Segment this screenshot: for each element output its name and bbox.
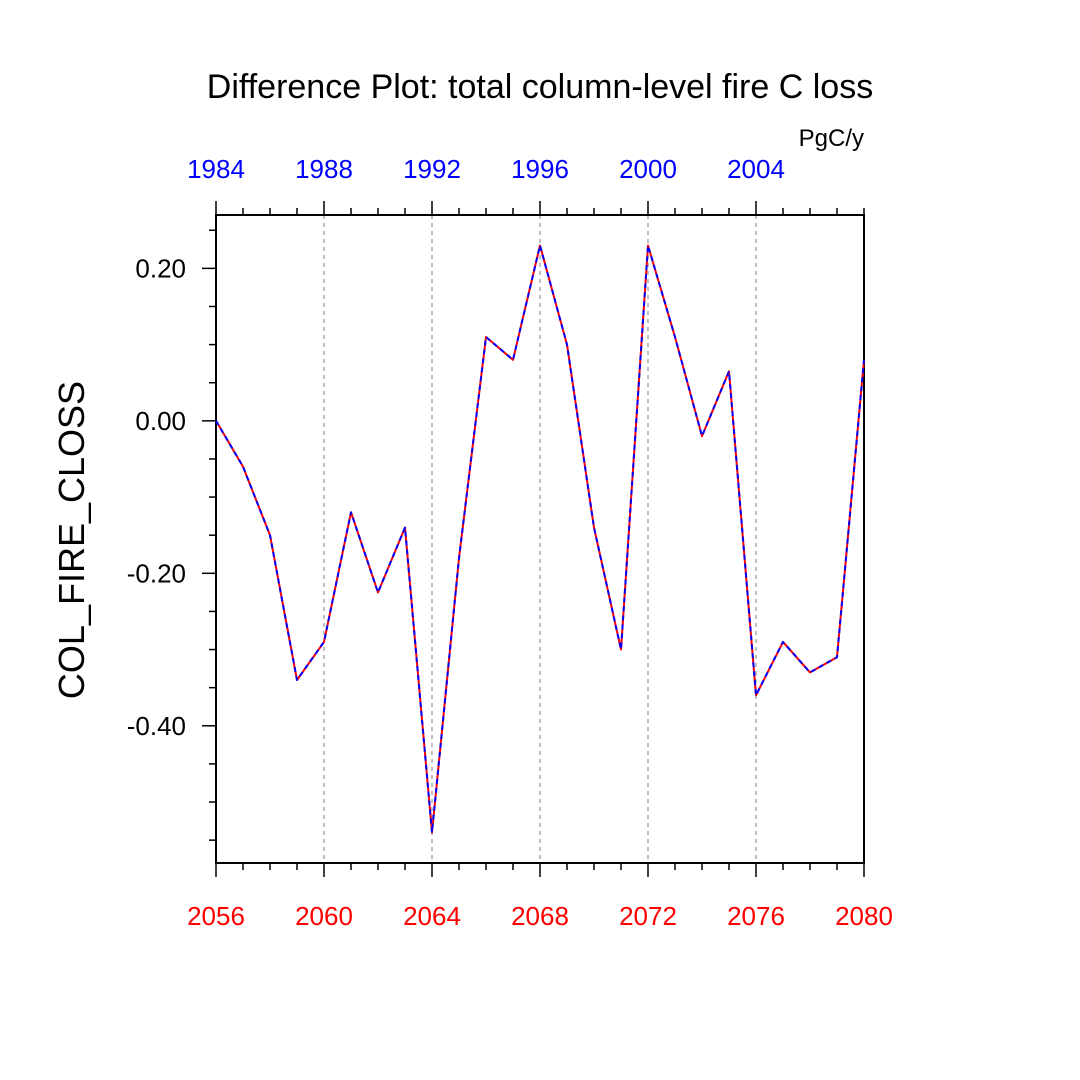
series-group xyxy=(215,244,865,834)
tick-labels: 2056 2060 2064 2068 2072 2076 2080 1984 1988 1992… xyxy=(127,154,893,931)
x-tick-label-top: 1988 xyxy=(295,154,353,184)
x-tick-label-bottom: 2060 xyxy=(295,901,353,931)
y-axis-title: COL_FIRE_CLOSS xyxy=(51,381,92,699)
x-tick-label-top: 1984 xyxy=(187,154,245,184)
axis-ticks xyxy=(202,201,865,877)
x-tick-label-top: 1992 xyxy=(403,154,461,184)
x-tick-label-bottom: 2080 xyxy=(835,901,893,931)
x-tick-label-bottom: 2076 xyxy=(727,901,785,931)
y-tick-label: -0.20 xyxy=(127,558,186,588)
y-tick-label: 0.00 xyxy=(135,406,186,436)
x-tick-label-bottom: 2068 xyxy=(511,901,569,931)
y-tick-label: 0.20 xyxy=(135,253,186,283)
x-tick-label-top: 1996 xyxy=(511,154,569,184)
y-tick-label: -0.40 xyxy=(127,711,186,741)
x-tick-label-top: 2000 xyxy=(619,154,677,184)
x-tick-label-bottom: 2056 xyxy=(187,901,245,931)
chart-title: Difference Plot: total column-level fire… xyxy=(207,68,873,106)
x-tick-label-bottom: 2064 xyxy=(403,901,461,931)
x-tick-label-bottom: 2072 xyxy=(619,901,677,931)
x-tick-label-top: 2004 xyxy=(727,154,785,184)
units-label: PgC/y xyxy=(799,125,864,152)
plot-frame xyxy=(215,214,865,864)
gridlines xyxy=(323,215,757,863)
